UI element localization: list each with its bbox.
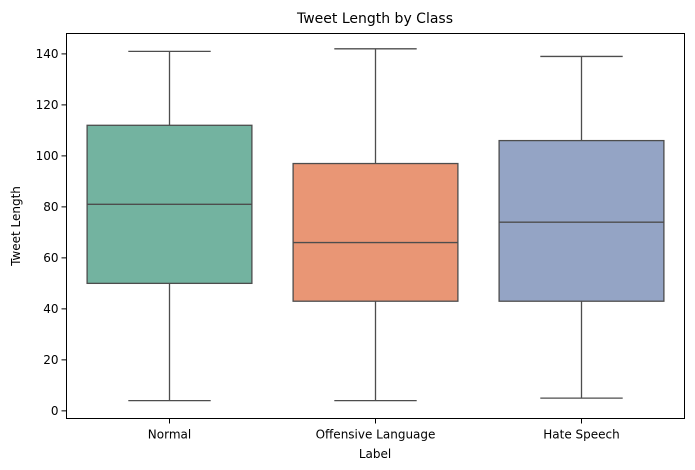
x-axis-label: Label xyxy=(359,447,391,461)
y-tick-label: 20 xyxy=(43,353,58,367)
box-offensive-language xyxy=(292,162,459,302)
y-tick-label: 80 xyxy=(43,200,58,214)
x-tick-label: Offensive Language xyxy=(316,428,436,442)
box-hate-speech xyxy=(498,139,665,302)
y-tick-label: 40 xyxy=(43,302,58,316)
y-tick-label: 120 xyxy=(36,98,59,112)
y-axis-label: Tweet Length xyxy=(9,186,23,267)
y-tick-label: 0 xyxy=(51,404,59,418)
y-tick-label: 100 xyxy=(36,149,59,163)
plot-area xyxy=(86,48,665,402)
y-tick-label: 60 xyxy=(43,251,58,265)
y-tick-label: 140 xyxy=(36,47,59,61)
x-tick-label: Normal xyxy=(148,428,191,442)
x-tick-label: Hate Speech xyxy=(543,428,619,442)
chart-title: Tweet Length by Class xyxy=(296,11,453,27)
